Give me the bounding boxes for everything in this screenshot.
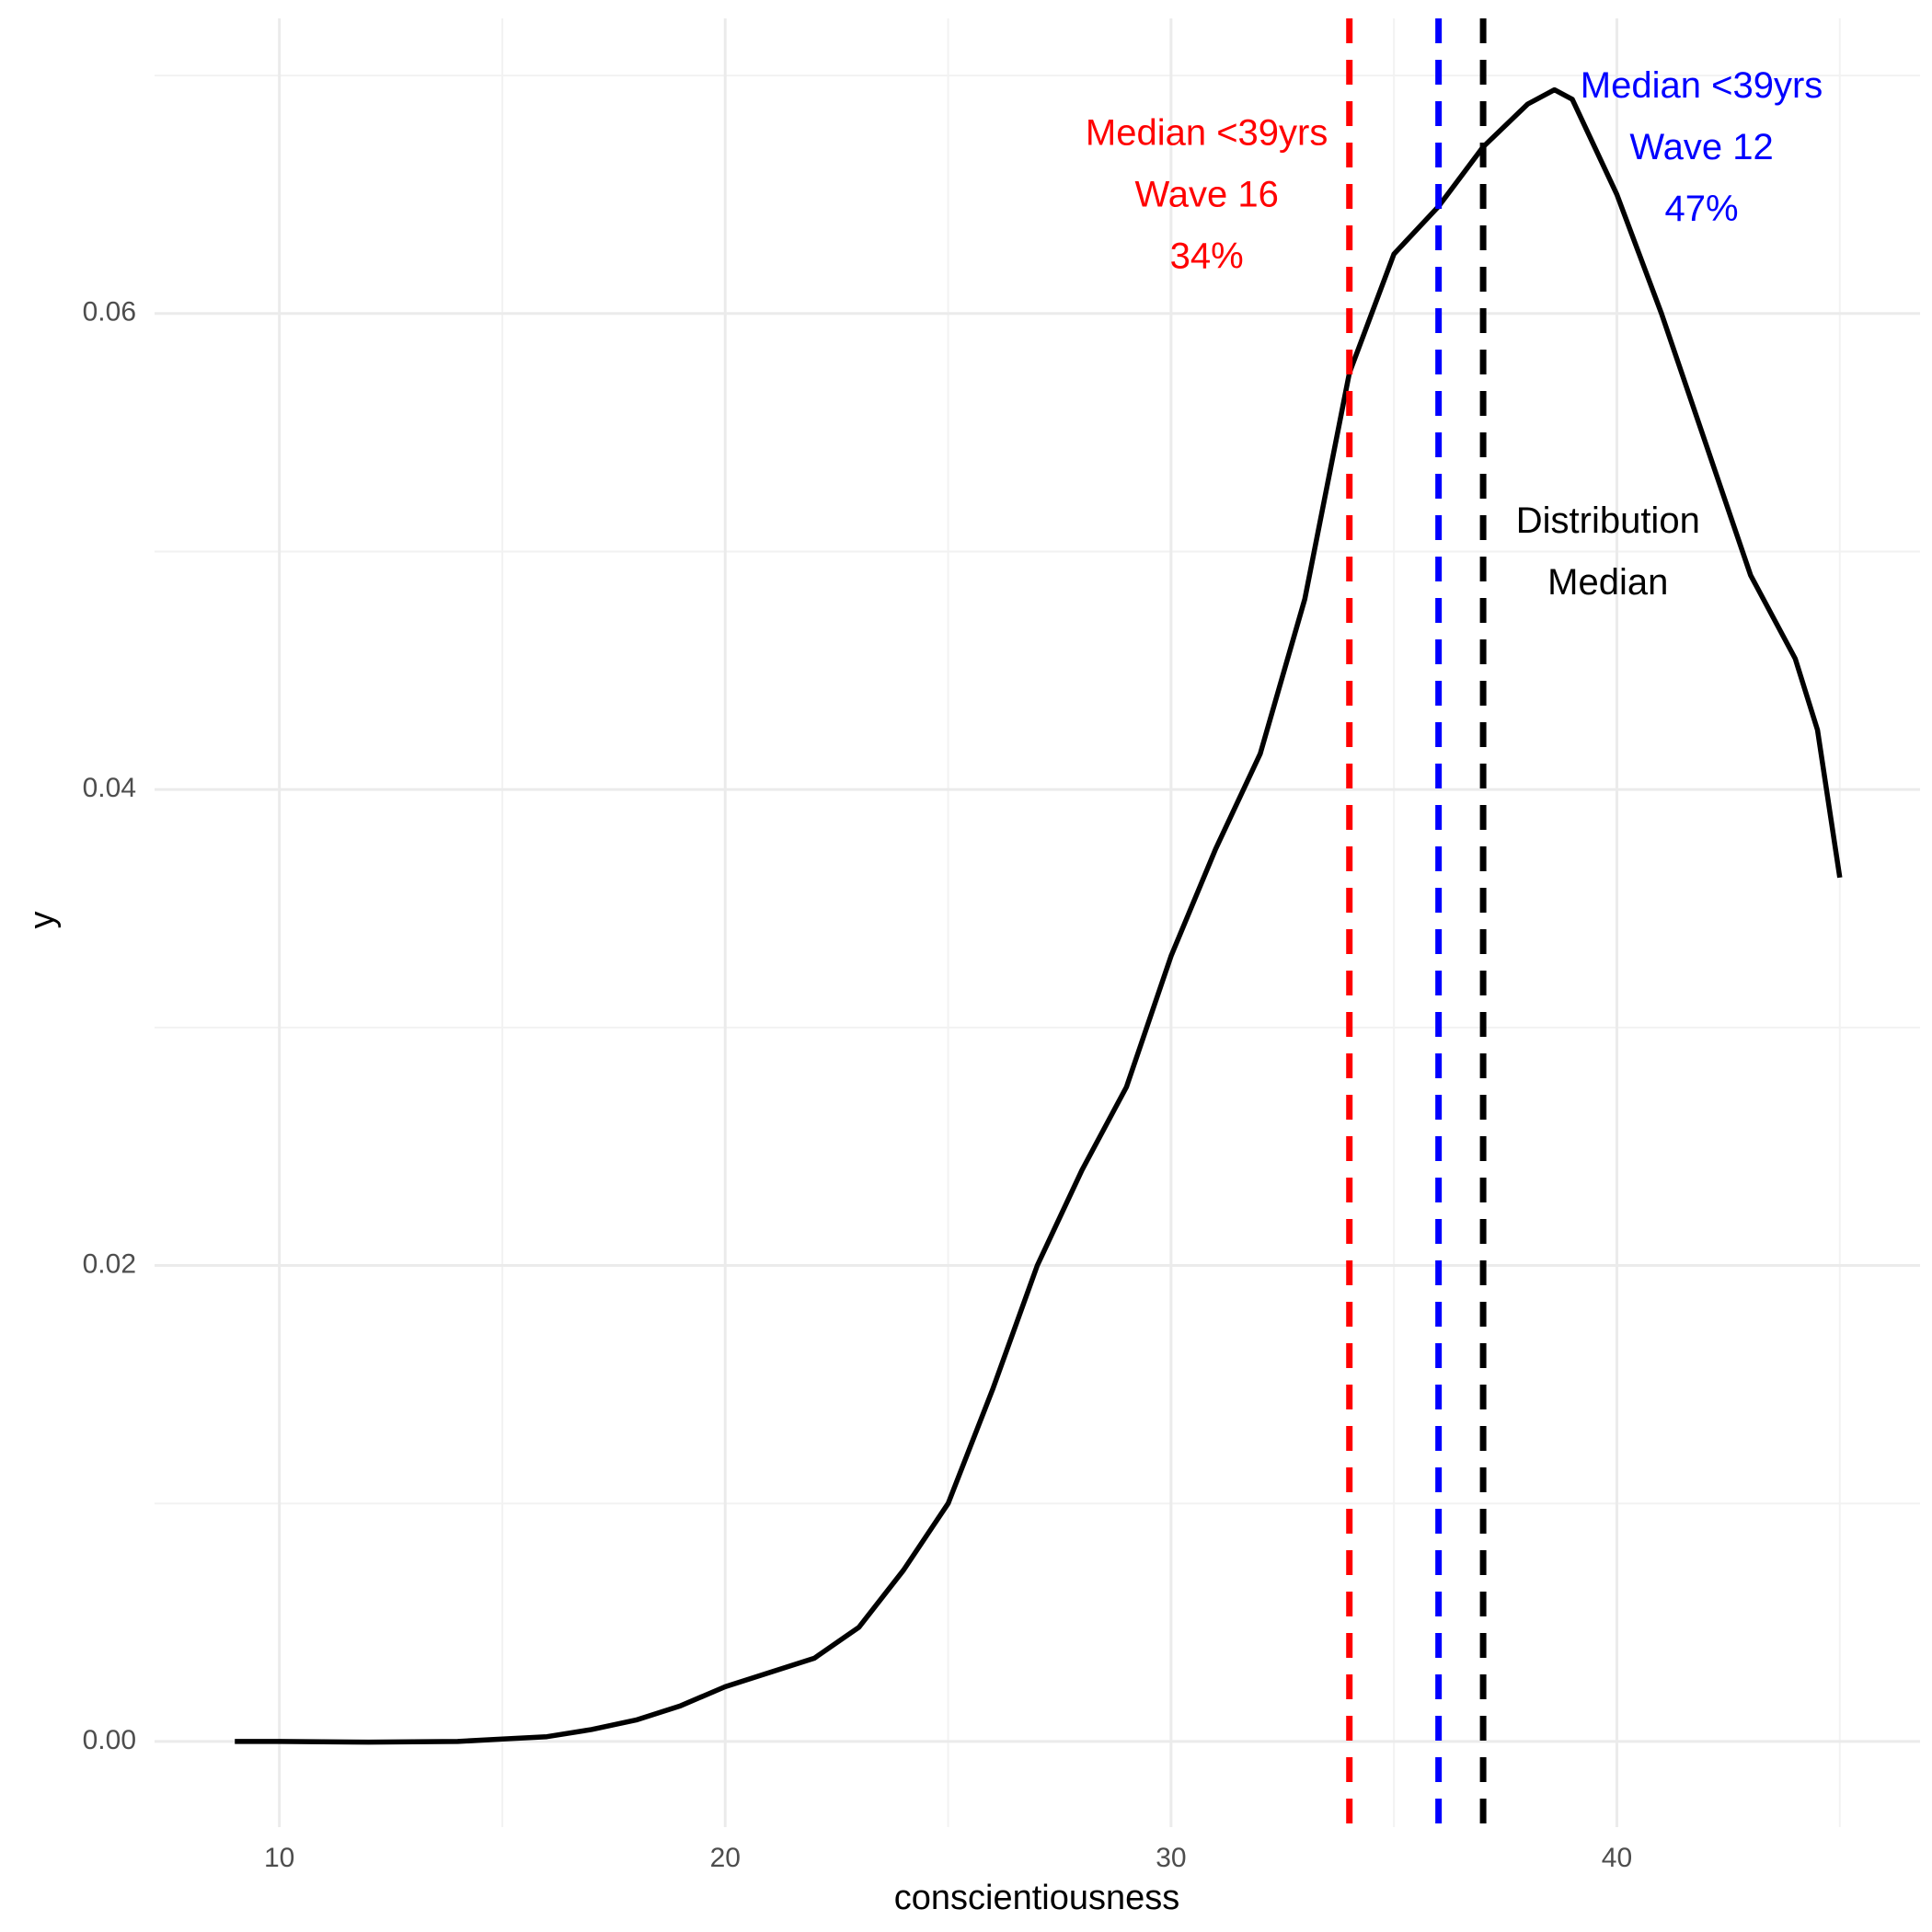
- x-tick-label: 20: [710, 1843, 741, 1873]
- annotation-text: 47%: [1665, 189, 1739, 229]
- annotation-text: Wave 16: [1134, 175, 1278, 215]
- density-line: [235, 86, 1843, 1745]
- x-axis-title: conscientiousness: [894, 1879, 1180, 1917]
- annotation-text: 34%: [1170, 236, 1244, 277]
- y-tick-label: 0.00: [83, 1725, 136, 1755]
- annotation-text: Median <39yrs: [1581, 65, 1823, 106]
- x-tick-label: 10: [264, 1843, 294, 1873]
- x-tick-label: 30: [1156, 1843, 1186, 1873]
- annotation-text: Wave 12: [1629, 127, 1773, 167]
- annotation-text: Median: [1547, 562, 1668, 603]
- x-tick-label: 40: [1602, 1843, 1632, 1873]
- y-axis-title: y: [23, 912, 62, 929]
- annotation-text: Distribution: [1516, 500, 1700, 541]
- plot-area: [235, 18, 1843, 1827]
- y-tick-label: 0.04: [83, 773, 136, 803]
- annotation-text: Median <39yrs: [1086, 113, 1328, 154]
- grid: [155, 18, 1920, 1827]
- y-tick-label: 0.02: [83, 1248, 136, 1279]
- y-tick-label: 0.06: [83, 297, 136, 328]
